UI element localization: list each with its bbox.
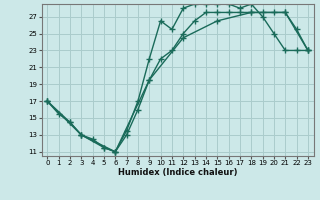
X-axis label: Humidex (Indice chaleur): Humidex (Indice chaleur) bbox=[118, 168, 237, 177]
